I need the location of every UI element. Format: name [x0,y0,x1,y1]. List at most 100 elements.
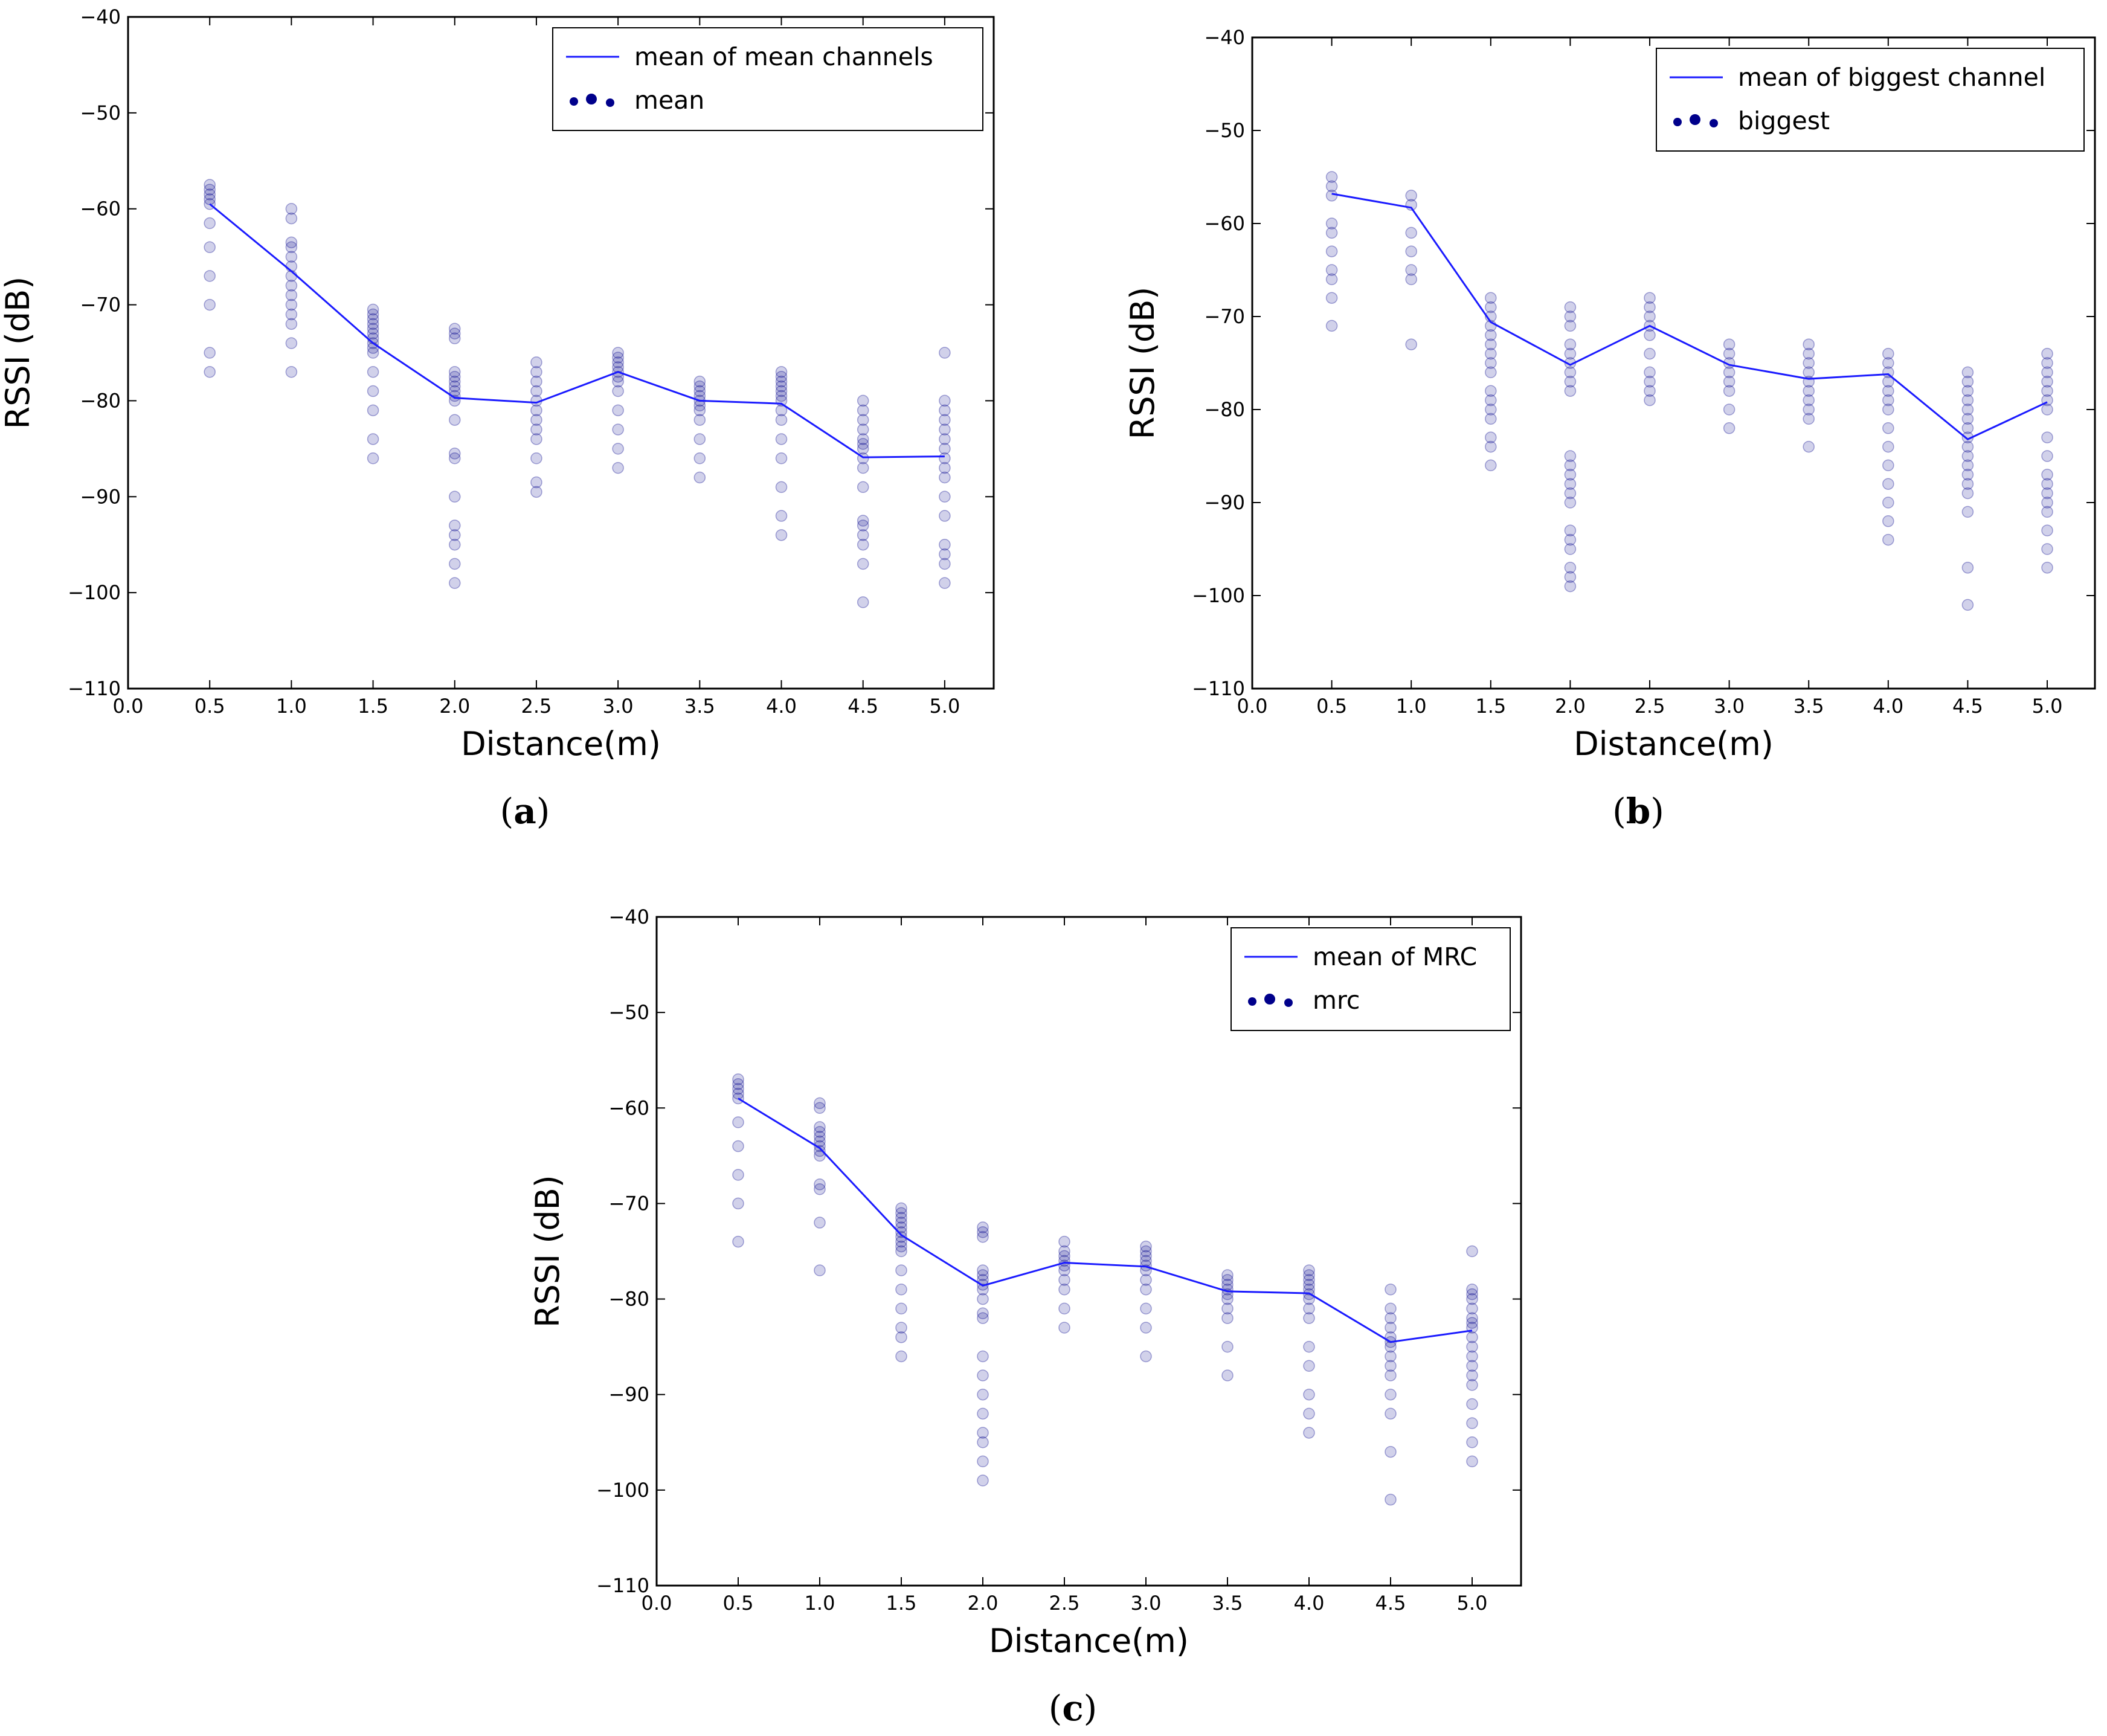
scatter-point [1221,1312,1234,1324]
y-tick-label: −50 [608,1001,649,1024]
scatter-point [895,1235,907,1248]
scatter-point [977,1312,989,1324]
y-tick-label: −110 [596,1574,649,1597]
scatter-point [1961,394,1974,407]
scatter-point [1405,245,1417,257]
scatter-point [939,461,951,474]
scatter-point [1961,487,1974,500]
scatter-point [1485,459,1497,472]
scatter-point [612,375,624,388]
scatter-point [1221,1279,1234,1291]
scatter-point [977,1388,989,1401]
scatter-point [1961,450,1974,462]
legend-point-swatch [1710,119,1718,127]
scatter-point [857,538,869,551]
scatter-point [285,298,298,311]
legend: mean of biggest channel biggest [1656,48,2085,152]
scatter-point [1325,217,1338,230]
scatter-point [2041,487,2053,500]
scatter-point [814,1097,826,1110]
x-axis-label: Distance(m) [989,1622,1189,1660]
scatter-point [1564,562,1577,574]
scatter-point [1303,1302,1315,1315]
scatter-point [1221,1302,1234,1315]
scatter-point [1644,292,1656,304]
x-axis-label: Distance(m) [461,725,661,763]
scatter-point [814,1145,826,1157]
scatter-point [367,313,379,326]
scatter-point [367,327,379,339]
scatter-point [1961,366,1974,379]
scatter-point [612,443,624,455]
y-tick-label: −40 [608,905,649,928]
scatter-point [1961,403,1974,416]
scatter-point [1485,329,1497,341]
scatter-point [2041,497,2053,509]
scatter-point [1385,1369,1397,1381]
scatter-point [204,347,216,359]
scatter-point [1485,301,1497,313]
legend-point-swatch [606,98,614,107]
scatter-point [1564,366,1577,379]
scatter-point [1466,1350,1478,1363]
scatter-point [1303,1312,1315,1324]
scatter-point [2041,366,2053,379]
scatter-point [895,1226,907,1238]
scatter-point [285,308,298,321]
y-tick-label: −100 [1192,584,1245,607]
x-axis-label: Distance(m) [1574,725,1774,763]
legend: mean of MRC mrc [1230,927,1511,1031]
scatter-point [1221,1369,1234,1381]
scatter-point [449,414,461,426]
scatter-point [1882,394,1894,407]
scatter-point [1325,227,1338,239]
scatter-point [1644,385,1656,397]
scatter-point [732,1116,744,1128]
scatter-point [814,1178,826,1191]
scatter-point [977,1427,989,1439]
scatter-point [1325,180,1338,193]
scatter-point [814,1140,826,1153]
scatter-point [895,1302,907,1315]
scatter-point [857,481,869,493]
scatter-point [1803,413,1815,425]
scatter-point [814,1121,826,1133]
x-tick-label: 3.5 [1793,695,1824,718]
scatter-point [1644,301,1656,313]
scatter-point [1325,320,1338,332]
scatter-point [1961,440,1974,453]
scatter-point [857,529,869,541]
x-tick-label: 1.0 [276,695,307,718]
scatter-point [977,1307,989,1320]
scatter-point [1466,1288,1478,1300]
scatter-point [775,366,788,378]
scatter-point [895,1240,907,1253]
scatter-point [939,490,951,503]
scatter-point [1882,376,1894,388]
scatter-point [1723,403,1735,416]
scatter-point [1803,440,1815,453]
mean-line [1331,193,2048,441]
scatter-point [2041,478,2053,490]
scatter-point [530,356,542,368]
y-tick-label: −40 [1204,26,1245,49]
scatter-point [1803,403,1815,416]
scatter-point [1803,366,1815,379]
y-tick-label: −80 [608,1288,649,1311]
scatter-point [2041,376,2053,388]
scatter-point [1140,1245,1152,1258]
scatter-point [939,394,951,407]
scatter-point [2041,562,2053,574]
scatter-point [1564,533,1577,546]
scatter-point [1485,431,1497,443]
scatter-point [449,538,461,551]
scatter-point [1466,1436,1478,1448]
x-tick-label: 3.0 [603,695,634,718]
scatter-point [285,337,298,349]
scatter-point [1882,403,1894,416]
x-tick-label: 4.5 [1375,1592,1406,1615]
scatter-point [204,241,216,254]
scatter-point [857,423,869,436]
scatter-point [449,519,461,532]
x-tick-label: 1.5 [358,695,388,718]
